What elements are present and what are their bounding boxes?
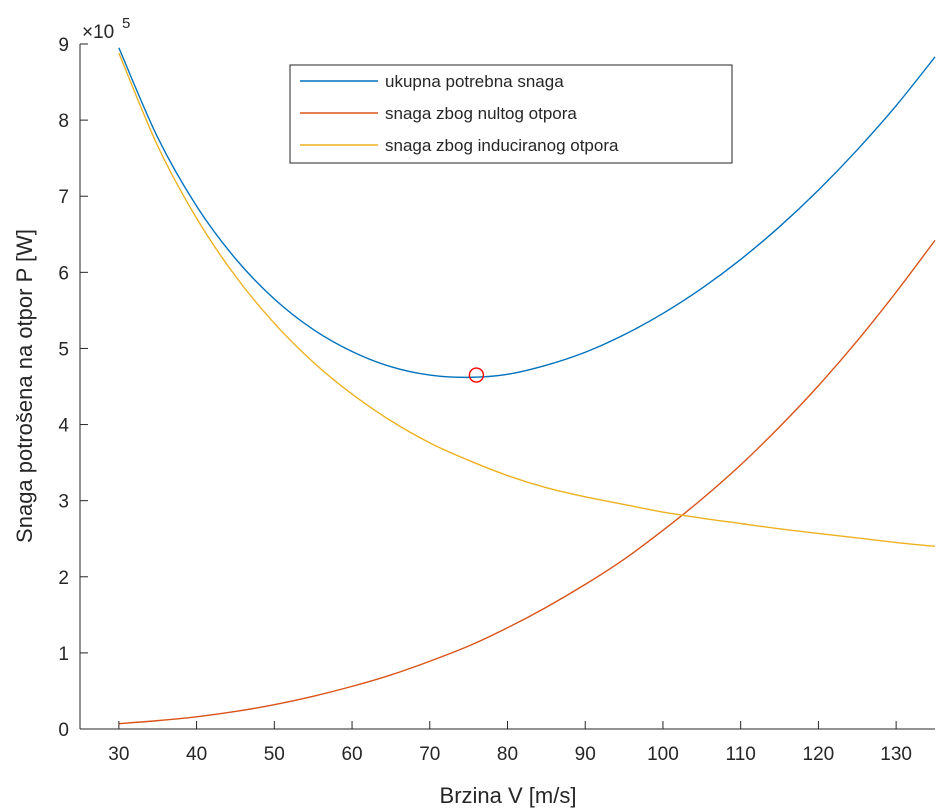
y-tick-label: 9 [58,35,69,56]
x-axis-label: Brzina V [m/s] [440,783,577,808]
x-tick-label: 40 [186,744,207,765]
x-tick-label: 50 [264,744,285,765]
legend: ukupna potrebna snaga snaga zbog nultog … [289,64,733,164]
legend-label-induced: snaga zbog induciranog otpora [385,136,619,155]
x-tick-label: 30 [108,744,129,765]
x-tick-label: 90 [575,744,596,765]
y-tick-label: 4 [58,416,69,437]
x-tick-label: 120 [803,744,835,765]
x-ticks: 30 40 50 60 70 80 90 100 110 120 130 [108,721,912,765]
x-tick-label: 70 [419,744,440,765]
y-tick-label: 2 [58,568,69,589]
y-axis-label: Snaga potrošena na otpor P [W] [12,229,37,543]
y-exponent-base: ×10 [82,22,114,43]
minimum-marker [468,367,485,383]
x-tick-label: 110 [726,744,756,765]
x-tick-label: 130 [880,744,912,765]
y-tick-label: 6 [58,263,69,284]
series-line-2 [118,52,936,548]
series-line-1 [118,239,936,725]
legend-label-total: ukupna potrebna snaga [385,72,564,91]
y-tick-label: 1 [58,644,69,665]
y-exponent-power: 5 [122,15,130,32]
legend-label-parasitic: snaga zbog nultog otpora [385,104,577,123]
series-line-0 [118,47,936,379]
y-ticks: 0 1 2 3 4 5 6 7 8 9 [58,35,88,741]
marker-layer [468,367,485,383]
x-tick-label: 80 [497,744,518,765]
x-tick-label: 60 [341,744,362,765]
y-tick-label: 3 [58,492,69,513]
series-layer [118,47,936,725]
y-tick-label: 5 [58,339,69,360]
x-tick-label: 100 [647,744,679,765]
y-tick-label: 0 [58,720,69,741]
y-tick-label: 8 [58,111,69,132]
y-tick-label: 7 [58,187,69,208]
